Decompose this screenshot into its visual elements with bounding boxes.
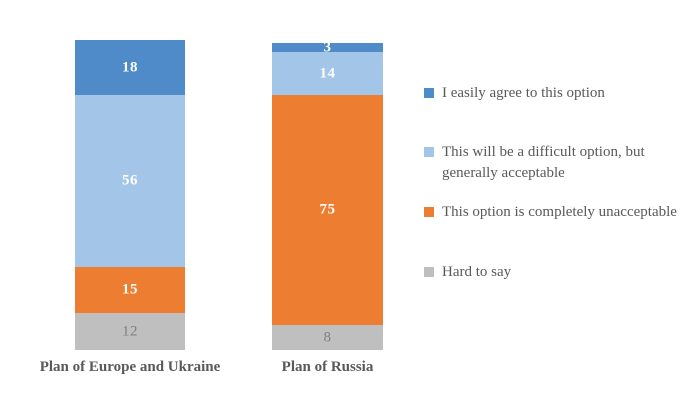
data-label: 3 [323, 39, 332, 56]
bar-segment: 3 [272, 39, 383, 55]
bar-segment: 15 [75, 267, 185, 314]
legend-label: This will be a difficult option, but gen… [442, 144, 645, 181]
data-label: 12 [122, 323, 138, 340]
data-label: 15 [122, 281, 138, 298]
legend-item: I easily agree to this option [424, 83, 682, 104]
category-label: Plan of Europe and Ukraine [39, 359, 221, 375]
legend-swatch-icon [424, 207, 434, 217]
legend-item: Hard to say [424, 262, 682, 283]
legend-item: This option is completely unacceptable [424, 202, 682, 223]
bar-segment: 56 [75, 95, 185, 268]
bar-segment: 12 [75, 313, 185, 350]
stacked-bar: 18 56 15 12 [75, 40, 185, 350]
legend-label: Hard to say [442, 264, 512, 280]
legend-swatch-icon [424, 267, 434, 277]
bar-segment: 14 [272, 52, 383, 96]
bar-segment: 75 [272, 95, 383, 326]
stacked-bar: 3 14 75 8 [272, 39, 383, 350]
category-label: Plan of Russia [281, 359, 374, 375]
legend-swatch-icon [424, 88, 434, 98]
legend-label: This option is completely unacceptable [442, 204, 677, 220]
data-label: 56 [122, 172, 138, 189]
data-label: 8 [323, 329, 332, 346]
data-label: 14 [319, 65, 336, 82]
legend-item: This will be a difficult option, but gen… [424, 142, 682, 184]
data-label: 18 [122, 59, 138, 76]
legend-label: I easily agree to this option [442, 85, 605, 101]
bar-segment: 18 [75, 40, 185, 96]
bar-segment: 8 [272, 325, 383, 350]
legend-swatch-icon [424, 147, 434, 157]
data-label: 75 [319, 201, 336, 218]
